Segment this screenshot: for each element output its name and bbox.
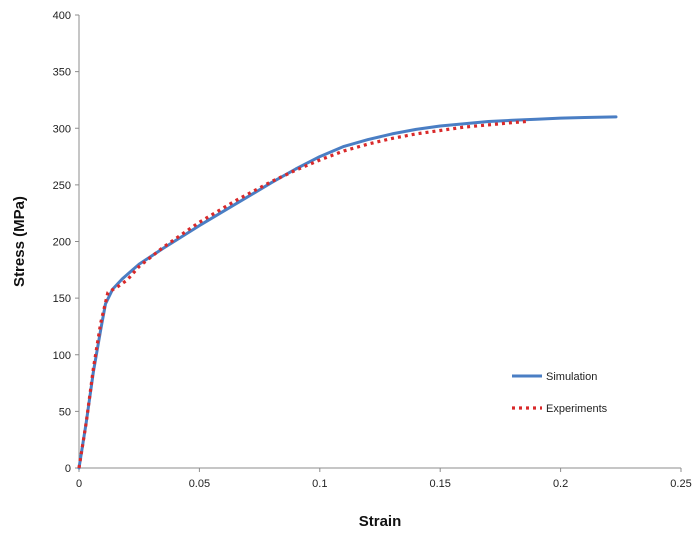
series-line-simulation (77, 115, 618, 470)
legend: Simulation Experiments (512, 371, 608, 415)
x-tick-label: 0.15 (429, 478, 450, 490)
legend-label-simulation: Simulation (546, 371, 597, 383)
y-tick-label: 100 (53, 350, 71, 362)
y-axis-title: Stress (MPa) (11, 196, 28, 287)
x-tick-label: 0.2 (553, 478, 568, 490)
y-tick-label: 300 (53, 123, 71, 135)
x-axis-title: Strain (359, 513, 402, 530)
x-tick-label: 0.05 (189, 478, 210, 490)
y-tick-label: 400 (53, 10, 71, 22)
y-tick-label: 250 (53, 180, 71, 192)
y-tick-label: 50 (59, 406, 71, 418)
series-lines (77, 115, 618, 470)
axes: 0 50 100 150 200 250 300 350 400 0 0.05 0.1 0.15 0.2 0… (11, 10, 692, 530)
y-tick-label: 200 (53, 237, 71, 249)
y-tick-label: 350 (53, 67, 71, 79)
x-tick-label: 0 (76, 478, 82, 490)
x-tick-label: 0.25 (670, 478, 691, 490)
series-line-experiments (77, 119, 528, 469)
y-tick-label: 150 (53, 293, 71, 305)
x-tick-label: 0.1 (312, 478, 327, 490)
y-tick-label: 0 (65, 463, 71, 475)
legend-label-experiments: Experiments (546, 403, 608, 415)
